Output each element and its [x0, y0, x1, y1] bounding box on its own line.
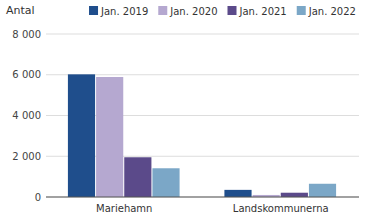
legend-label: Jan. 2019	[100, 6, 148, 17]
legend: Jan. 2019 Jan. 2020 Jan. 2021 Jan. 2022	[89, 6, 356, 17]
y-tick-label: 6 000	[12, 69, 41, 80]
chart: Antal 0 2 000 4 000 6 000 8 000 Mariehamn Lands…	[0, 0, 369, 221]
grid-line	[46, 197, 359, 198]
x-tick-label: Landskommunerna	[233, 203, 329, 214]
legend-item: Jan. 2022	[297, 6, 356, 17]
legend-label: Jan. 2021	[239, 6, 287, 17]
bars	[68, 74, 336, 197]
legend-label: Jan. 2020	[169, 6, 217, 17]
y-tick-label: 0	[35, 192, 41, 203]
legend-swatch	[297, 6, 306, 15]
legend-swatch	[89, 6, 98, 15]
bar	[281, 193, 308, 197]
grid-line	[46, 34, 359, 35]
bar	[152, 168, 179, 197]
bar	[68, 74, 95, 197]
legend-item: Jan. 2019	[89, 6, 148, 17]
legend-label: Jan. 2022	[308, 6, 356, 17]
bar	[96, 77, 123, 197]
bar	[309, 184, 336, 197]
legend-swatch	[158, 6, 167, 15]
grid	[46, 34, 359, 197]
y-axis-label: Antal	[6, 4, 35, 17]
bar	[124, 157, 151, 197]
y-tick-label: 4 000	[12, 110, 41, 121]
y-tick-label: 8 000	[12, 29, 41, 40]
bar	[224, 190, 251, 197]
x-axis-line	[46, 197, 359, 198]
y-tick-label: 2 000	[12, 151, 41, 162]
legend-item: Jan. 2020	[158, 6, 217, 17]
legend-item: Jan. 2021	[228, 6, 287, 17]
legend-swatch	[228, 6, 237, 15]
x-tick-label: Mariehamn	[96, 203, 152, 214]
